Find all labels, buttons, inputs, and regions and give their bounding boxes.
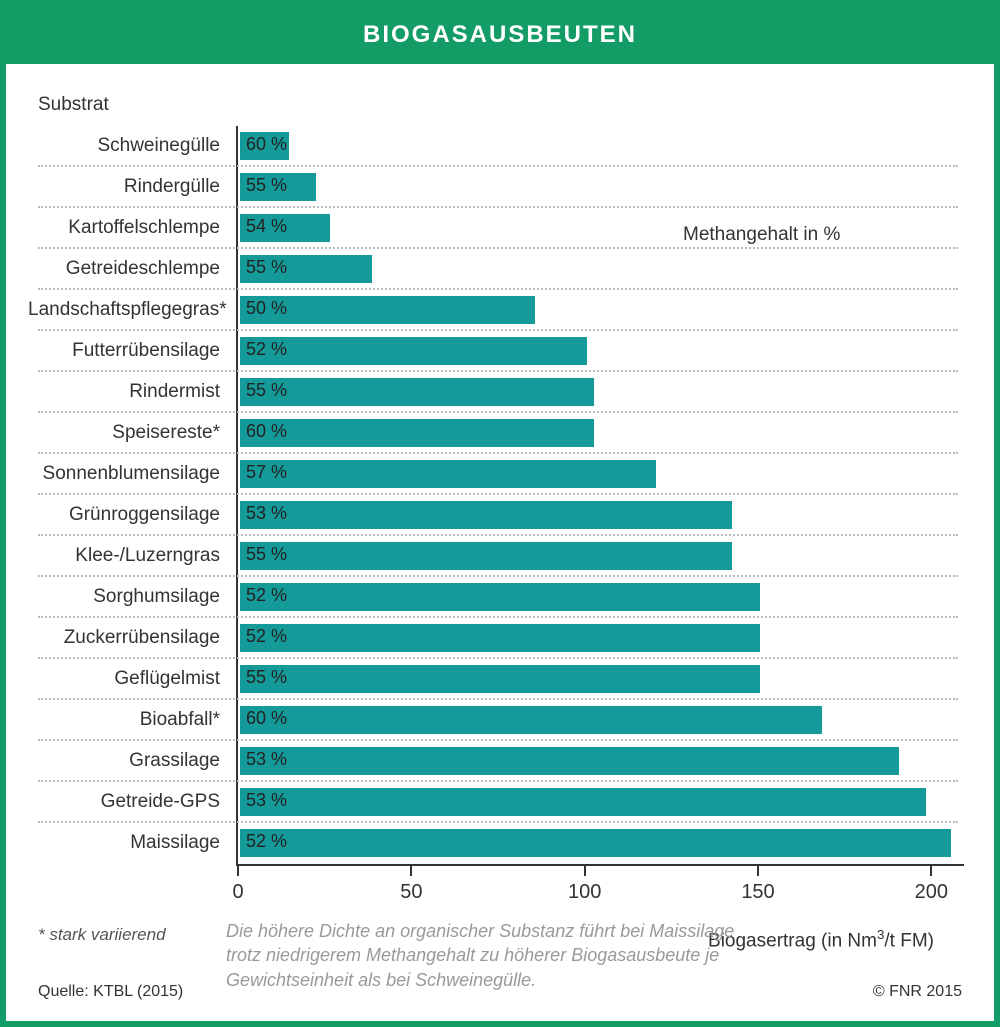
- asterisk-note: * stark variierend: [38, 925, 166, 945]
- x-tick: [237, 866, 239, 876]
- chart-footer: Biogasertrag (in Nm3/t FM) Die höhere Di…: [36, 883, 964, 1003]
- bar: [240, 378, 594, 406]
- bar: [240, 788, 926, 816]
- bar: [240, 747, 899, 775]
- bar-value-label: 52 %: [246, 585, 287, 606]
- x-tick: [584, 866, 586, 876]
- chart-area: Methangehalt in % 050100150200Schweinegü…: [36, 126, 964, 866]
- bar-category-label: Landschaftspflegegras*: [28, 295, 228, 325]
- bar-value-label: 50 %: [246, 298, 287, 319]
- bar-value-label: 53 %: [246, 503, 287, 524]
- bar-row: Kartoffelschlempe54 %: [238, 208, 964, 249]
- chart-panel: Substrat Methangehalt in % 050100150200S…: [6, 64, 994, 1021]
- bar-value-label: 55 %: [246, 257, 287, 278]
- bar-category-label: Sonnenblumensilage: [28, 459, 228, 489]
- bar-category-label: Maissilage: [28, 828, 228, 858]
- x-tick: [930, 866, 932, 876]
- bar-value-label: 52 %: [246, 831, 287, 852]
- bar-value-label: 60 %: [246, 421, 287, 442]
- bar-value-label: 52 %: [246, 626, 287, 647]
- bar-value-label: 57 %: [246, 462, 287, 483]
- bar-value-label: 54 %: [246, 216, 287, 237]
- bar-category-label: Geflügelmist: [28, 664, 228, 694]
- bar-category-label: Kartoffelschlempe: [28, 213, 228, 243]
- bar-category-label: Grünroggensilage: [28, 500, 228, 530]
- bar-category-label: Bioabfall*: [28, 705, 228, 735]
- bar-row: Geflügelmist55 %: [238, 659, 964, 700]
- bar-row: Bioabfall*60 %: [238, 700, 964, 741]
- bar: [240, 337, 587, 365]
- bar-value-label: 55 %: [246, 544, 287, 565]
- explain-note: Die höhere Dichte an organischer Substan…: [226, 919, 746, 992]
- bar: [240, 419, 594, 447]
- bar-row: Rindermist55 %: [238, 372, 964, 413]
- bar-value-label: 60 %: [246, 134, 287, 155]
- bar-row: Landschaftspflegegras*50 %: [238, 290, 964, 331]
- bar: [240, 583, 760, 611]
- bar-category-label: Sorghumsilage: [28, 582, 228, 612]
- bar-row: Futterrübensilage52 %: [238, 331, 964, 372]
- bar-category-label: Zuckerrübensilage: [28, 623, 228, 653]
- bar-row: Schweinegülle60 %: [238, 126, 964, 167]
- source-text: Quelle: KTBL (2015): [38, 983, 183, 1001]
- bar-row: Maissilage52 %: [238, 823, 964, 864]
- bar-row: Sonnenblumensilage57 %: [238, 454, 964, 495]
- bar-category-label: Schweinegülle: [28, 131, 228, 161]
- bar-row: Getreide-GPS53 %: [238, 782, 964, 823]
- copyright-text: © FNR 2015: [873, 983, 962, 1001]
- bar: [240, 501, 732, 529]
- bar-row: Grassilage53 %: [238, 741, 964, 782]
- y-axis-title: Substrat: [38, 94, 964, 116]
- bar: [240, 829, 951, 857]
- bar-row: Sorghumsilage52 %: [238, 577, 964, 618]
- bar-category-label: Klee-/Luzerngras: [28, 541, 228, 571]
- bar: [240, 460, 656, 488]
- bar-category-label: Rindermist: [28, 377, 228, 407]
- chart-title: BIOGASAUSBEUTEN: [6, 6, 994, 64]
- bar-category-label: Futterrübensilage: [28, 336, 228, 366]
- bar-row: Klee-/Luzerngras55 %: [238, 536, 964, 577]
- bar-value-label: 53 %: [246, 749, 287, 770]
- bar-category-label: Speisereste*: [28, 418, 228, 448]
- plot-region: Methangehalt in % 050100150200Schweinegü…: [236, 126, 964, 866]
- bar: [240, 665, 760, 693]
- bar-value-label: 53 %: [246, 790, 287, 811]
- bar-value-label: 60 %: [246, 708, 287, 729]
- bar-row: Grünroggensilage53 %: [238, 495, 964, 536]
- bar-row: Rindergülle55 %: [238, 167, 964, 208]
- x-tick: [757, 866, 759, 876]
- bar-category-label: Getreideschlempe: [28, 254, 228, 284]
- bar-value-label: 52 %: [246, 339, 287, 360]
- bar-value-label: 55 %: [246, 667, 287, 688]
- bar-value-label: 55 %: [246, 175, 287, 196]
- bar-value-label: 55 %: [246, 380, 287, 401]
- bar: [240, 542, 732, 570]
- bar-category-label: Grassilage: [28, 746, 228, 776]
- x-tick: [410, 866, 412, 876]
- chart-outer-frame: BIOGASAUSBEUTEN Substrat Methangehalt in…: [0, 0, 1000, 1027]
- bar-category-label: Rindergülle: [28, 172, 228, 202]
- bar-row: Zuckerrübensilage52 %: [238, 618, 964, 659]
- bar: [240, 706, 822, 734]
- bar-category-label: Getreide-GPS: [28, 787, 228, 817]
- bar-row: Speisereste*60 %: [238, 413, 964, 454]
- bar: [240, 624, 760, 652]
- bar-row: Getreideschlempe55 %: [238, 249, 964, 290]
